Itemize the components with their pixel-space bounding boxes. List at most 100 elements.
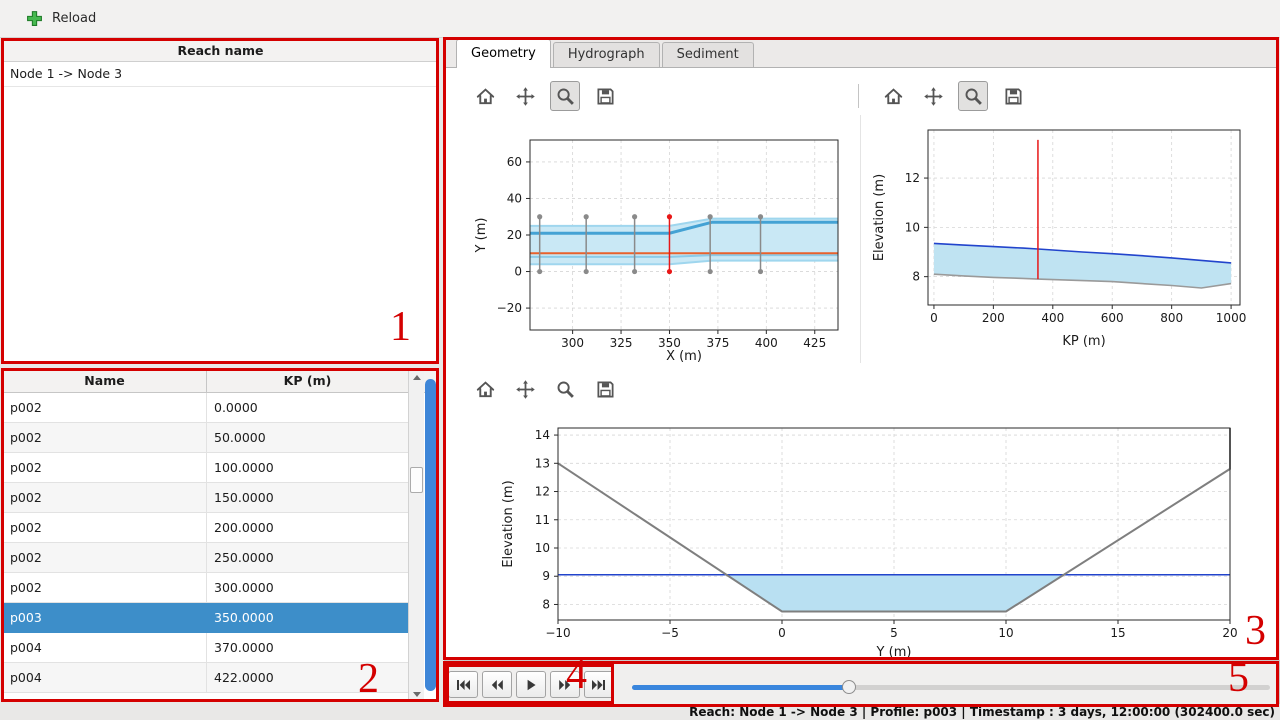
svg-text:Elevation (m): Elevation (m) <box>872 174 887 261</box>
cell-kp[interactable]: 422.0000 <box>214 670 274 685</box>
playback-controls <box>448 671 614 698</box>
svg-text:15: 15 <box>1110 626 1125 640</box>
overlay-scrollbar[interactable] <box>425 379 436 691</box>
play-icon <box>523 677 539 693</box>
skip-to-start-icon <box>455 677 471 693</box>
cell-name[interactable]: p002 <box>3 453 207 482</box>
tab-sediment[interactable]: Sediment <box>661 42 754 67</box>
pan-button[interactable] <box>510 374 540 404</box>
top-toolbar: Reload <box>0 0 1280 38</box>
table-row[interactable]: p004 422.0000 <box>3 663 408 693</box>
fast-forward-icon <box>557 677 573 693</box>
skip-to-start-button[interactable] <box>448 671 478 698</box>
column-header-kp[interactable]: KP (m) <box>283 373 332 388</box>
save-button[interactable] <box>590 81 620 111</box>
svg-text:Y (m): Y (m) <box>474 218 489 254</box>
tab-hydrograph[interactable]: Hydrograph <box>552 42 660 67</box>
svg-text:12: 12 <box>905 171 920 185</box>
plot-toolbar-cross-section <box>470 374 620 404</box>
slider-handle[interactable] <box>841 680 856 694</box>
reload-button[interactable]: Reload <box>26 10 96 27</box>
arrow-down-icon <box>412 691 421 697</box>
table-row[interactable]: p002 200.0000 <box>3 513 408 543</box>
cell-kp[interactable]: 350.0000 <box>207 603 408 632</box>
home-icon <box>476 380 495 399</box>
cell-kp[interactable]: 50.0000 <box>214 430 266 445</box>
cell-kp[interactable]: 250.0000 <box>214 550 274 565</box>
cell-name[interactable]: p002 <box>3 423 207 452</box>
save-icon <box>596 87 615 106</box>
slider-track[interactable] <box>632 685 1270 690</box>
svg-text:400: 400 <box>755 336 778 350</box>
play-button[interactable] <box>516 671 546 698</box>
reach-list-item[interactable]: Node 1 -> Node 3 <box>3 62 438 87</box>
timeline-slider[interactable] <box>632 679 1270 695</box>
table-row[interactable]: p002 100.0000 <box>3 453 408 483</box>
svg-text:300: 300 <box>561 336 584 350</box>
svg-text:350: 350 <box>658 336 681 350</box>
cell-name[interactable]: p003 <box>3 603 207 632</box>
cell-kp[interactable]: 370.0000 <box>214 640 274 655</box>
fast-forward-button[interactable] <box>550 671 580 698</box>
skip-to-end-button[interactable] <box>584 671 614 698</box>
rewind-button[interactable] <box>482 671 512 698</box>
cell-kp[interactable]: 300.0000 <box>214 580 274 595</box>
pan-button[interactable] <box>510 81 540 111</box>
table-row[interactable]: p002 250.0000 <box>3 543 408 573</box>
reach-name-header[interactable]: Reach name <box>3 40 438 62</box>
save-button[interactable] <box>590 374 620 404</box>
pan-button[interactable] <box>918 81 948 111</box>
svg-text:10: 10 <box>998 626 1013 640</box>
zoom-button[interactable] <box>550 374 580 404</box>
svg-text:11: 11 <box>535 513 550 527</box>
cell-name[interactable]: p002 <box>3 513 207 542</box>
tab-geometry[interactable]: Geometry <box>456 39 551 68</box>
zoom-icon <box>556 380 575 399</box>
longitudinal-profile-plot[interactable]: 0 200 400 600 800 1000 8 10 12 KP (m) Elevation (m… <box>865 113 1267 361</box>
svg-text:13: 13 <box>535 456 550 470</box>
cell-name[interactable]: p004 <box>3 663 207 692</box>
cell-kp[interactable]: 0.0000 <box>214 400 258 415</box>
scroll-down-button[interactable] <box>409 687 424 701</box>
table-row[interactable]: p004 370.0000 <box>3 633 408 663</box>
table-row[interactable]: p003 350.0000 <box>3 603 408 633</box>
zoom-button[interactable] <box>958 81 988 111</box>
plan-view-plot[interactable]: 300 325 350 375 400 425 −20 0 20 40 60 X (m) Y (m) <box>455 113 855 366</box>
cell-name[interactable]: p004 <box>3 633 207 662</box>
cross-section-plot[interactable]: −10 −5 0 5 10 15 20 8 9 10 11 12 13 14 Y (m) Elevation … <box>478 418 1270 660</box>
tab-bar: Geometry Hydrograph Sediment <box>445 39 1278 68</box>
reach-list-panel: Reach name Node 1 -> Node 3 <box>2 39 439 364</box>
svg-text:−10: −10 <box>545 626 570 640</box>
svg-text:9: 9 <box>542 569 550 583</box>
toolbar-separator <box>858 84 859 108</box>
table-scrollbar[interactable] <box>408 370 424 701</box>
table-row[interactable]: p002 150.0000 <box>3 483 408 513</box>
table-row[interactable]: p002 300.0000 <box>3 573 408 603</box>
cell-kp[interactable]: 150.0000 <box>214 490 274 505</box>
profile-table-body: p002 0.0000 p002 50.0000 p002 100.0000 p002 150… <box>3 393 408 701</box>
profile-table-panel: Name KP (m) p002 0.0000 p002 50.0000 p002 100… <box>2 369 439 702</box>
cell-kp[interactable]: 100.0000 <box>214 460 274 475</box>
column-header-name[interactable]: Name <box>3 370 207 392</box>
cell-kp[interactable]: 200.0000 <box>214 520 274 535</box>
status-text: Reach: Node 1 -> Node 3 | Profile: p003 … <box>689 705 1275 719</box>
zoom-button[interactable] <box>550 81 580 111</box>
home-button[interactable] <box>470 81 500 111</box>
svg-text:14: 14 <box>535 428 550 442</box>
scroll-up-button[interactable] <box>409 370 424 384</box>
cell-name[interactable]: p002 <box>3 543 207 572</box>
svg-text:425: 425 <box>803 336 826 350</box>
home-button[interactable] <box>470 374 500 404</box>
cell-name[interactable]: p002 <box>3 573 207 602</box>
home-button[interactable] <box>878 81 908 111</box>
svg-text:5: 5 <box>890 626 898 640</box>
svg-text:8: 8 <box>542 597 550 611</box>
reload-label: Reload <box>52 11 97 26</box>
cell-name[interactable]: p002 <box>3 483 207 512</box>
cell-name[interactable]: p002 <box>3 393 207 422</box>
save-button[interactable] <box>998 81 1028 111</box>
scroll-thumb[interactable] <box>410 467 423 493</box>
table-row[interactable]: p002 0.0000 <box>3 393 408 423</box>
rewind-icon <box>489 677 505 693</box>
table-row[interactable]: p002 50.0000 <box>3 423 408 453</box>
